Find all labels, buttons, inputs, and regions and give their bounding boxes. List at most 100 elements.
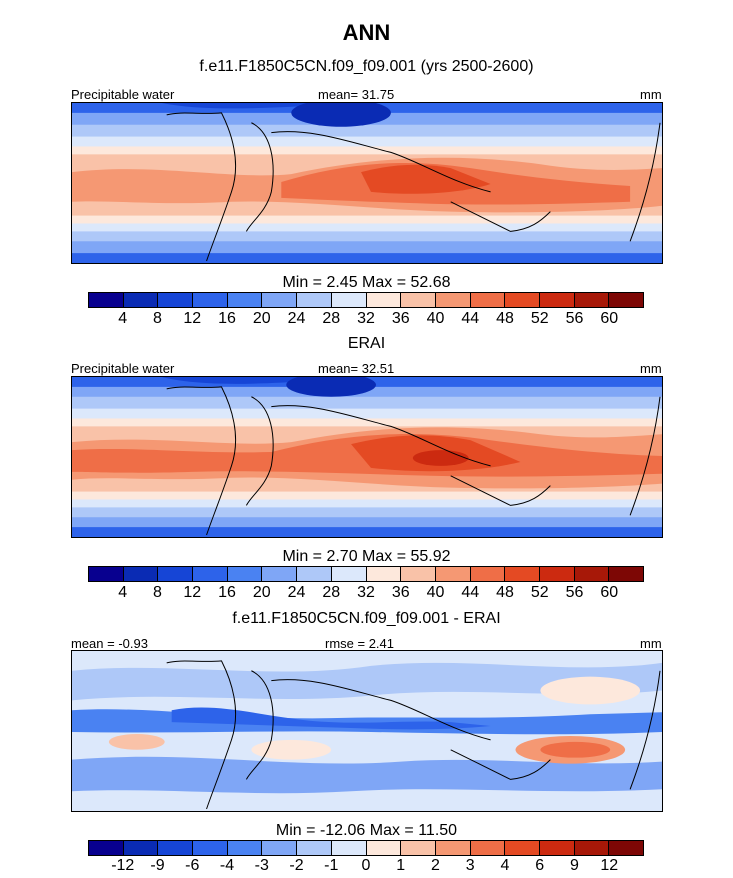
panel-2-colorbar-swatch-10: [435, 567, 471, 581]
panel-1-colorbar-swatch-6: [297, 293, 332, 307]
panel-1-colorbar-tick-label: 48: [496, 310, 514, 327]
panel-3-minmax: Min = -12.06 Max = 11.50: [275, 822, 458, 839]
panel-2-colorbar-swatch-11: [470, 567, 506, 581]
panel-3-colorbar-tick-label: 9: [570, 857, 579, 874]
panel-1-colorbar-swatch-9: [401, 293, 436, 307]
panel-2-colorbar-tick-label: 28: [322, 584, 341, 601]
panel-2-colorbar: [88, 566, 644, 582]
panel-1-colorbar-tick-label: 36: [391, 310, 410, 327]
panel-3-colorbar-tick-label: -9: [150, 857, 165, 874]
panel-3-mean-label: mean = -0.93: [71, 636, 148, 651]
panel-2-colorbar-swatch-3: [193, 567, 228, 581]
panel-1-colorbar-swatch-7: [331, 293, 367, 307]
panel-1-colorbar-tick-label: 24: [287, 310, 306, 327]
panel-3-colorbar-swatch-12: [505, 841, 540, 855]
panel-3-colorbar-tick-label: -4: [219, 857, 235, 874]
panel-2-minmax: Min = 2.70 Max = 55.92: [282, 548, 451, 565]
panel-2-variable-label: Precipitable water: [71, 361, 175, 376]
panel-3-colorbar-tick-label: -2: [289, 857, 304, 874]
panel-1-colorbar-swatch-4: [227, 293, 263, 307]
panel-2-colorbar-swatch-8: [366, 567, 402, 581]
panel-3-colorbar-swatch-4: [227, 841, 263, 855]
panel-2-units: mm: [640, 361, 662, 376]
panel-1-colorbar-tick-label: 56: [565, 310, 584, 327]
panel-3-colorbar-tick-label: 1: [396, 857, 406, 874]
panel-3-colorbar-swatch-7: [331, 841, 367, 855]
panel-1-colorbar-labels: 4 8 12 16 20 24 28 32 36 40 44 48 52 56 60: [88, 310, 644, 328]
panel-2-colorbar-labels: 4 8 12 16 20 24 28 32 36 40 44 48 52 56 60: [88, 584, 644, 602]
panel-3-colorbar-tick-label: -1: [324, 857, 339, 874]
panel-3-colorbar-swatch-11: [470, 841, 506, 855]
panel-3-colorbar-swatch-10: [435, 841, 471, 855]
panel-3-colorbar-swatch-14: [574, 841, 610, 855]
panel-1-colorbar-swatch-1: [123, 293, 159, 307]
panel-1-colorbar-tick-label: 44: [461, 310, 480, 327]
panel-3-colorbar-tick-label: -3: [254, 857, 269, 874]
panel-1-colorbar-swatch-12: [505, 293, 540, 307]
panel-2-heading: ERAI: [347, 335, 386, 352]
panel-3-colorbar-tick-label: -6: [185, 857, 200, 874]
panel-2-colorbar-tick-label: 16: [218, 584, 236, 601]
panel-3-map-graphic: [72, 651, 662, 811]
panel-2-colorbar-tick-label: 52: [530, 584, 549, 601]
panel-1-colorbar-swatch-0: [89, 293, 124, 307]
panel-3-colorbar-tick-label: 2: [431, 857, 440, 874]
panel-2-colorbar-swatch-14: [574, 567, 610, 581]
panel-2-map: [71, 376, 663, 538]
panel-1-map-graphic: [72, 103, 662, 263]
panel-2-colorbar-tick-label: 56: [565, 584, 584, 601]
panel-3-colorbar-tick-label: 0: [361, 857, 371, 874]
panel-2-colorbar-swatch-13: [539, 567, 575, 581]
panel-2-colorbar-swatch-2: [158, 567, 194, 581]
panel-2-colorbar-tick-label: 40: [426, 584, 445, 601]
panel-1-colorbar: [88, 292, 644, 308]
panel-1-colorbar-swatch-10: [435, 293, 471, 307]
panel-3-colorbar-tick-label: 6: [535, 857, 545, 874]
panel-3-colorbar-tick-label: -12: [111, 857, 135, 874]
panel-1-colorbar-swatch-15: [609, 293, 643, 307]
panel-1-colorbar-swatch-8: [366, 293, 402, 307]
panel-1-mean-label: mean= 31.75: [318, 87, 395, 102]
panel-3-units: mm: [640, 636, 662, 651]
panel-2-colorbar-tick-label: 12: [183, 584, 202, 601]
panel-3-heading: f.e11.F1850C5CN.f09_f09.001 - ERAI: [232, 610, 501, 627]
panel-3-map: [71, 650, 663, 812]
panel-1-minmax: Min = 2.45 Max = 52.68: [282, 274, 451, 291]
panel-1-heading: f.e11.F1850C5CN.f09_f09.001 (yrs 2500-26…: [199, 58, 534, 75]
panel-1-variable-label: Precipitable water: [71, 87, 175, 102]
panel-2-colorbar-tick-label: 24: [287, 584, 306, 601]
panel-2-colorbar-swatch-1: [123, 567, 159, 581]
panel-2-colorbar-tick-label: 4: [118, 584, 128, 601]
panel-3-colorbar-swatch-6: [297, 841, 332, 855]
panel-2-colorbar-swatch-12: [505, 567, 540, 581]
panel-3-colorbar-swatch-1: [123, 841, 159, 855]
panel-1-colorbar-tick-label: 60: [600, 310, 619, 327]
panel-1-colorbar-swatch-14: [574, 293, 610, 307]
panel-1-units: mm: [640, 87, 662, 102]
panel-3-colorbar-swatch-2: [158, 841, 194, 855]
panel-3-colorbar-swatch-5: [262, 841, 298, 855]
panel-3-colorbar-tick-label: 4: [500, 857, 510, 874]
panel-2-colorbar-tick-label: 60: [600, 584, 619, 601]
panel-2-colorbar-swatch-9: [401, 567, 436, 581]
panel-1-colorbar-tick-label: 20: [252, 310, 271, 327]
panel-1-colorbar-tick-label: 40: [426, 310, 445, 327]
panel-2-colorbar-tick-label: 36: [391, 584, 410, 601]
panel-2-map-graphic: [72, 377, 662, 537]
panel-2-colorbar-tick-label: 32: [357, 584, 375, 601]
panel-3-colorbar-tick-label: 3: [465, 857, 475, 874]
panel-1-colorbar-swatch-3: [193, 293, 228, 307]
panel-3-colorbar-swatch-8: [366, 841, 402, 855]
panel-1-colorbar-tick-label: 32: [357, 310, 375, 327]
panel-2-colorbar-swatch-4: [227, 567, 263, 581]
panel-1-colorbar-tick-label: 28: [322, 310, 341, 327]
panel-1-colorbar-tick-label: 16: [218, 310, 236, 327]
panel-1-colorbar-tick-label: 8: [153, 310, 162, 327]
panel-1-colorbar-swatch-2: [158, 293, 194, 307]
panel-3-colorbar-labels: -12 -9 -6 -4 -3 -2 -1 0 1 2 3 4 6 9 12: [88, 857, 644, 875]
panel-2-colorbar-tick-label: 44: [461, 584, 480, 601]
panel-1-colorbar-swatch-11: [470, 293, 506, 307]
panel-2-colorbar-tick-label: 20: [252, 584, 271, 601]
panel-3-colorbar: [88, 840, 644, 856]
panel-1-colorbar-swatch-13: [539, 293, 575, 307]
